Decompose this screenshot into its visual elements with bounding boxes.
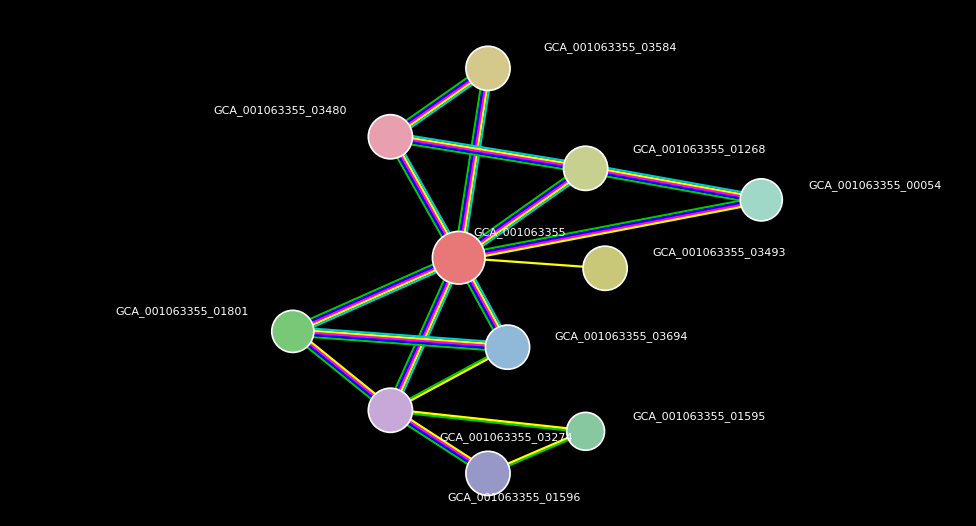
Ellipse shape (466, 46, 510, 90)
Text: GCA_001063355_03493: GCA_001063355_03493 (652, 247, 786, 258)
Text: GCA_001063355_01595: GCA_001063355_01595 (632, 411, 766, 422)
Ellipse shape (466, 451, 510, 495)
Text: GCA_001063355_01596: GCA_001063355_01596 (447, 492, 581, 502)
Ellipse shape (368, 388, 413, 432)
Ellipse shape (583, 246, 628, 290)
Text: GCA_001063355_03584: GCA_001063355_03584 (544, 42, 677, 53)
Ellipse shape (740, 179, 783, 221)
Ellipse shape (432, 231, 485, 284)
Text: GCA_001063355_03274: GCA_001063355_03274 (439, 432, 573, 443)
Ellipse shape (368, 115, 413, 159)
Ellipse shape (567, 412, 604, 450)
Text: GCA_001063355: GCA_001063355 (473, 227, 566, 238)
Text: GCA_001063355_03694: GCA_001063355_03694 (554, 331, 688, 342)
Text: GCA_001063355_00054: GCA_001063355_00054 (808, 180, 942, 190)
Text: GCA_001063355_03480: GCA_001063355_03480 (213, 105, 346, 116)
Ellipse shape (563, 146, 608, 190)
Ellipse shape (271, 310, 314, 352)
Text: GCA_001063355_01268: GCA_001063355_01268 (632, 145, 766, 155)
Text: GCA_001063355_01801: GCA_001063355_01801 (115, 306, 249, 317)
Ellipse shape (485, 325, 530, 369)
